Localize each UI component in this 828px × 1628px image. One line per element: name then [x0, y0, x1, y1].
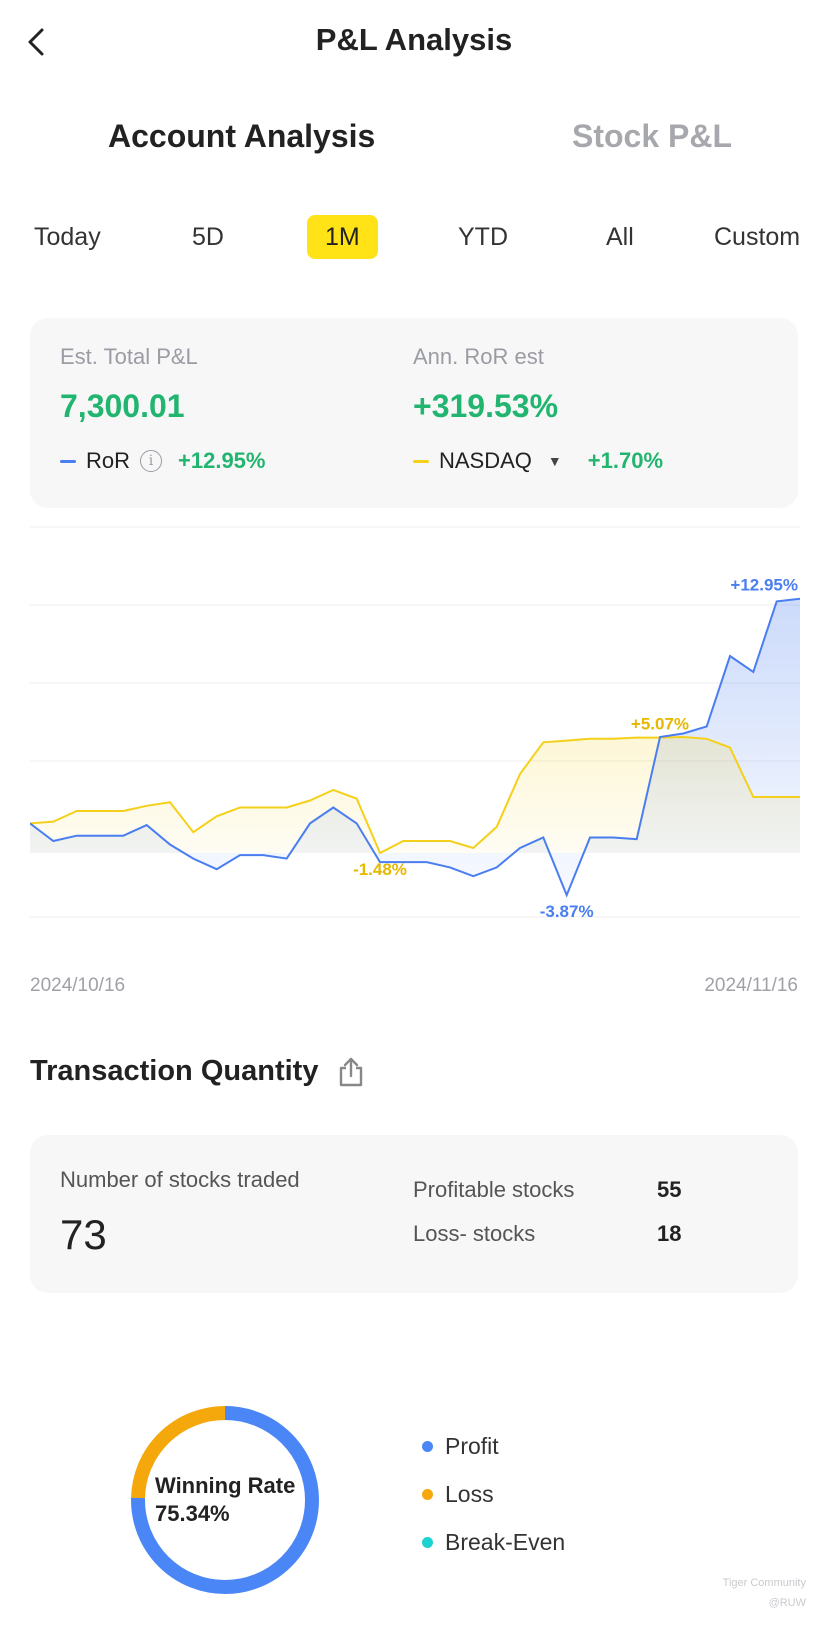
ror-legend: RoR i +12.95% — [60, 448, 265, 474]
total-pl-label: Est. Total P&L — [60, 344, 198, 369]
period-today[interactable]: Today — [34, 223, 101, 251]
nasdaq-line — [30, 735, 800, 855]
profitable-stocks-label: Profitable stocks — [413, 1177, 575, 1202]
breakeven-dot — [422, 1537, 433, 1548]
ann-ror-label: Ann. RoR est — [413, 344, 544, 369]
winning-rate-text: Winning Rate 75.34% — [155, 1472, 295, 1528]
profitable-stocks-value: 55 — [657, 1177, 682, 1202]
tab-account-analysis[interactable]: Account Analysis — [108, 118, 376, 154]
summary-card: Est. Total P&L 7,300.01 Ann. RoR est +31… — [30, 318, 798, 508]
benchmark-legend[interactable]: NASDAQ ▼ +1.70% — [413, 448, 663, 474]
nasdaq-legend-dash — [413, 459, 429, 463]
stocks-traded-value: 73 — [60, 1211, 107, 1258]
legend-profit-label: Profit — [445, 1433, 499, 1459]
period-5d[interactable]: 5D — [192, 223, 224, 251]
stocks-traded-label: Number of stocks traded — [60, 1167, 300, 1192]
legend-loss-label: Loss — [445, 1481, 494, 1507]
donut-profit-segment — [131, 1406, 319, 1594]
legend-breakeven-label: Break-Even — [445, 1529, 566, 1555]
nasdaq-area — [30, 737, 800, 853]
period-1m[interactable]: 1M — [307, 215, 378, 259]
ann-ror-value: +319.53% — [413, 388, 559, 424]
legend-breakeven: Break-Even — [422, 1529, 565, 1556]
page-title: P&L Analysis — [315, 22, 513, 57]
loss-stocks-value: 18 — [657, 1221, 682, 1246]
caret-down-icon[interactable]: ▼ — [547, 453, 562, 469]
benchmark-label: NASDAQ — [439, 448, 532, 473]
info-icon[interactable]: i — [140, 450, 163, 472]
watermark-brand: Tiger Community — [722, 1577, 806, 1589]
loss-dot — [422, 1489, 433, 1500]
period-all[interactable]: All — [606, 223, 634, 251]
legend-profit: Profit — [422, 1433, 499, 1460]
tab-stock-pl[interactable]: Stock P&L — [572, 118, 733, 154]
ror-legend-label: RoR — [86, 448, 131, 473]
total-pl-value: 7,300.01 — [60, 388, 185, 424]
transaction-card: Number of stocks traded 73 Profitable st… — [30, 1135, 798, 1293]
winning-rate-donut — [131, 1406, 319, 1594]
winning-rate-label: Winning Rate — [155, 1473, 296, 1498]
period-custom[interactable]: Custom — [714, 223, 801, 251]
end-date: 2024/11/16 — [704, 975, 798, 996]
back-arrow-icon[interactable] — [22, 22, 52, 62]
share-icon[interactable] — [336, 1056, 366, 1088]
benchmark-value: +1.70% — [587, 448, 664, 473]
ror-line — [30, 597, 800, 898]
profit-dot — [422, 1441, 433, 1452]
annotation-1: -3.87% — [540, 902, 594, 921]
loss-stocks-label: Loss- stocks — [413, 1221, 536, 1246]
annotation-2: +5.07% — [631, 715, 689, 734]
start-date: 2024/10/16 — [30, 975, 126, 996]
ror-chart: +12.95% -3.87% +5.07% -1.48% — [30, 526, 800, 921]
watermark-handle: @RUW — [768, 1597, 806, 1609]
ror-legend-dash — [60, 459, 76, 463]
transaction-section-title: Transaction Quantity — [30, 1055, 366, 1088]
ror-legend-value: +12.95% — [178, 448, 266, 473]
legend-loss: Loss — [422, 1481, 494, 1508]
annotation-0: +12.95% — [730, 576, 798, 595]
annotation-3: -1.48% — [353, 860, 407, 879]
winning-rate-value: 75.34% — [155, 1501, 230, 1526]
period-ytd[interactable]: YTD — [458, 223, 508, 251]
transaction-title: Transaction Quantity — [30, 1055, 319, 1087]
